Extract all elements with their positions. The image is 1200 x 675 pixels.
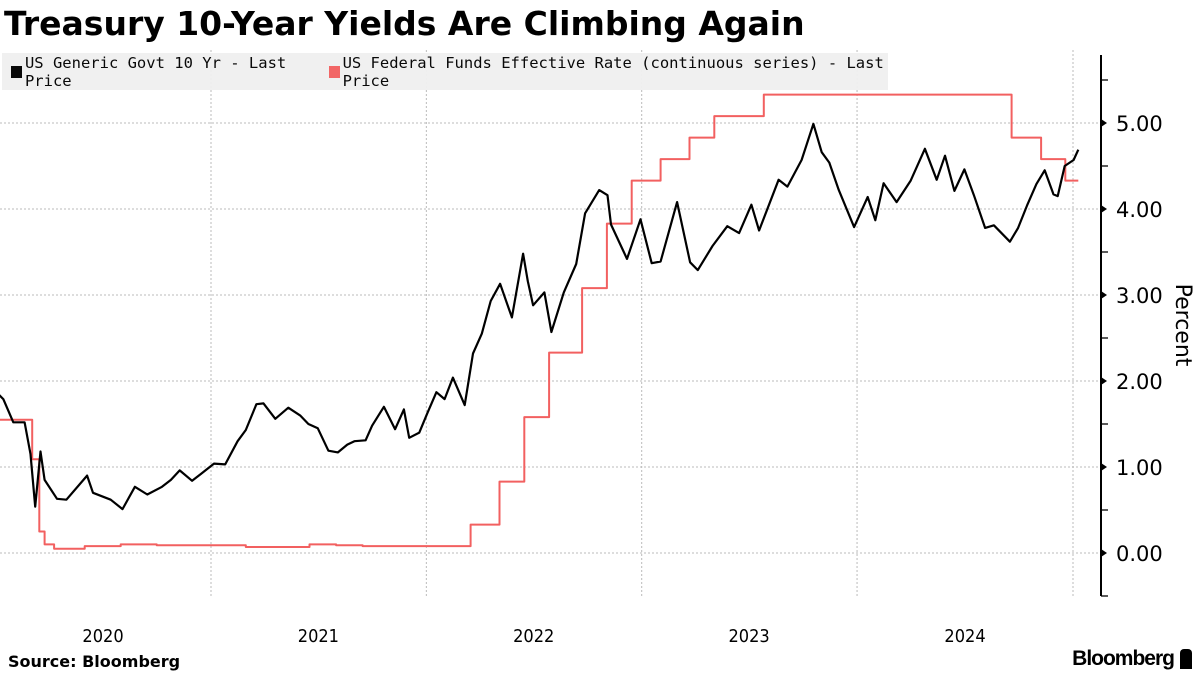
grid <box>0 50 1101 596</box>
legend: US Generic Govt 10 Yr - Last Price US Fe… <box>2 53 888 90</box>
y-tick-label: 5.00 <box>1116 112 1163 136</box>
y-tick-label: 0.00 <box>1116 542 1163 566</box>
legend-label-10yr: US Generic Govt 10 Yr - Last Price <box>24 53 287 90</box>
axes: 0.00 1.00 2.00 3.00 4.00 5.00 2020 2021 2022 2023… <box>82 55 1163 647</box>
x-tick-label: 2021 <box>298 626 339 647</box>
y-tick-marker <box>1101 377 1107 385</box>
y-tick-marker <box>1101 205 1107 213</box>
bloomberg-logo: Bloomberg <box>1072 647 1192 671</box>
y-tick-label: 2.00 <box>1116 370 1163 394</box>
bloomberg-terminal-icon <box>1180 649 1192 669</box>
y-axis-label: Percent <box>1170 284 1195 367</box>
y-tick-label: 3.00 <box>1116 284 1163 308</box>
x-tick-label: 2024 <box>944 626 985 647</box>
x-tick-label: 2020 <box>82 626 123 647</box>
fed-funds-line <box>0 93 1079 550</box>
x-tick-label: 2022 <box>513 626 554 647</box>
y-tick-marker <box>1101 549 1107 557</box>
series-lines <box>0 93 1080 550</box>
y-tick-label: 1.00 <box>1116 456 1163 480</box>
legend-swatch-fed-funds <box>328 65 340 78</box>
y-tick-marker <box>1101 291 1107 299</box>
legend-item-10yr: US Generic Govt 10 Yr - Last Price <box>11 54 315 90</box>
y-tick-marker <box>1101 119 1107 127</box>
legend-swatch-10yr <box>11 65 22 78</box>
ten-year-yield-line <box>0 122 1080 511</box>
source-note: Source: Bloomberg <box>8 652 181 671</box>
y-tick-marker <box>1101 463 1107 471</box>
legend-label-fed-funds: US Federal Funds Effective Rate (continu… <box>342 53 884 90</box>
chart-title: Treasury 10-Year Yields Are Climbing Aga… <box>4 4 805 43</box>
y-tick-label: 4.00 <box>1116 198 1163 222</box>
logo-text: Bloomberg <box>1072 647 1175 670</box>
x-tick-label: 2023 <box>728 626 769 647</box>
legend-item-fed-funds: US Federal Funds Effective Rate (continu… <box>328 53 888 90</box>
